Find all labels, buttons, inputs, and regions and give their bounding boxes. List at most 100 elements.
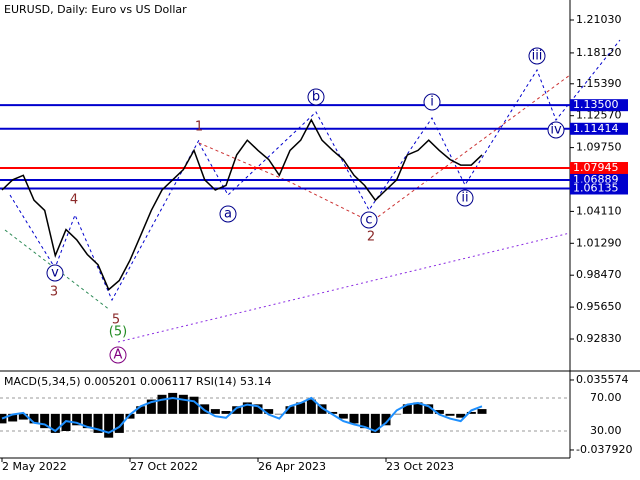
macd-bar	[381, 413, 391, 426]
macd-bar	[402, 404, 412, 414]
macd-bar	[29, 413, 39, 424]
macd-bar	[253, 404, 263, 414]
wave-label: i	[430, 95, 434, 110]
x-tick-label: 2 May 2022	[2, 460, 67, 473]
wave-label: A	[114, 348, 123, 363]
macd-bar	[189, 396, 199, 414]
wave-label: a	[224, 207, 232, 222]
wave-circle	[109, 346, 127, 364]
y-tick-label: 0.98470	[576, 268, 622, 281]
macd-bar	[392, 413, 402, 415]
y2-tick-label: 70.00	[590, 391, 622, 404]
macd-bar	[40, 413, 50, 429]
macd-bar	[210, 409, 220, 414]
wave-circle	[360, 211, 378, 229]
level-label: 1.11414	[573, 122, 619, 135]
wave-circle	[456, 189, 474, 207]
macd-bar	[146, 399, 156, 414]
wave-circle	[547, 121, 565, 139]
macd-bar	[285, 406, 295, 414]
macd-bar	[93, 413, 103, 433]
wave-line	[198, 74, 571, 223]
wave-line	[198, 39, 621, 211]
x-tick-label: 26 Apr 2023	[258, 460, 326, 473]
wave-circle	[46, 264, 64, 282]
y-tick-label: -0.037920	[576, 443, 632, 456]
macd-bar	[82, 413, 92, 429]
y-tick-label: 1.21030	[576, 13, 622, 26]
y-tick-label: 0.035574	[576, 373, 629, 386]
y-tick-label: 1.18120	[576, 46, 622, 59]
chart-title: EURUSD, Daily: Euro vs US Dollar	[4, 3, 187, 16]
wave-line	[9, 139, 200, 302]
price-line	[1, 118, 483, 291]
wave-label: iii	[532, 49, 543, 64]
x-tick-label: 27 Oct 2022	[130, 460, 198, 473]
wave-label: 1	[195, 120, 203, 135]
macd-bar	[413, 402, 423, 414]
level-box	[570, 122, 628, 135]
wave-label: 2	[367, 230, 375, 245]
macd-bar	[328, 411, 338, 414]
y-tick-label: 0.95650	[576, 300, 622, 313]
macd-bar	[306, 399, 316, 414]
wave-label: 4	[70, 193, 78, 208]
indicator-title: MACD(5,34,5) 0.005201 0.006117 RSI(14) 5…	[4, 375, 272, 388]
macd-bar	[136, 406, 146, 414]
level-box	[570, 182, 628, 195]
macd-bar	[477, 409, 487, 414]
macd-bar	[168, 392, 178, 414]
macd-bar	[445, 413, 455, 416]
wave-label: b	[312, 90, 320, 105]
level-label: 1.13500	[573, 98, 619, 111]
macd-bar	[466, 411, 476, 414]
y-tick-label: 1.09750	[576, 141, 622, 154]
indicator-name: MACD(5,34,5)	[4, 375, 81, 388]
y-tick-label: 1.12570	[576, 109, 622, 122]
macd-bar	[370, 413, 380, 433]
macd-bar	[264, 409, 274, 414]
wave-circle	[307, 88, 325, 106]
wave-circle	[219, 205, 237, 223]
y-tick-label: 0.92830	[576, 332, 622, 345]
macd-bar	[242, 402, 252, 414]
level-label: 1.07945	[573, 161, 619, 174]
y-tick-label: 1.15390	[576, 77, 622, 90]
wave-circle	[423, 93, 441, 111]
y-tick-label: 1.04110	[576, 204, 622, 217]
rsi-name: RSI(14)	[196, 375, 236, 388]
rsi-line	[1, 396, 483, 434]
macd-bar	[72, 413, 82, 426]
macd-bar	[296, 402, 306, 414]
wave-label: c	[365, 213, 372, 228]
wave-label: 3	[50, 285, 58, 300]
level-label: 1.06135	[573, 181, 619, 194]
macd-bar	[360, 413, 370, 429]
macd-signal: 0.006117	[140, 375, 193, 388]
wave-label: iv	[550, 123, 562, 138]
macd-main: 0.005201	[84, 375, 137, 388]
macd-bar	[50, 413, 60, 433]
macd-bar	[114, 413, 124, 433]
wave-label: v	[51, 266, 59, 281]
rsi-value: 53.14	[240, 375, 272, 388]
macd-bar	[424, 404, 434, 414]
y-tick-label: 1.01290	[576, 236, 622, 249]
macd-bar	[232, 406, 242, 414]
macd-bar	[338, 413, 348, 419]
wave-label: ii	[461, 191, 468, 206]
macd-bar	[157, 394, 167, 414]
y2-tick-label: 30.00	[590, 424, 622, 437]
wave-label: 5	[112, 313, 120, 328]
macd-bar	[18, 413, 28, 420]
macd-bar	[349, 413, 359, 424]
macd-bar	[274, 413, 284, 415]
macd-bar	[104, 413, 114, 438]
macd-bar	[317, 404, 327, 414]
macd-bar	[178, 394, 188, 414]
level-box	[570, 162, 628, 175]
macd-bar	[125, 413, 135, 419]
wave-circle	[528, 47, 546, 65]
macd-bar	[8, 413, 18, 422]
